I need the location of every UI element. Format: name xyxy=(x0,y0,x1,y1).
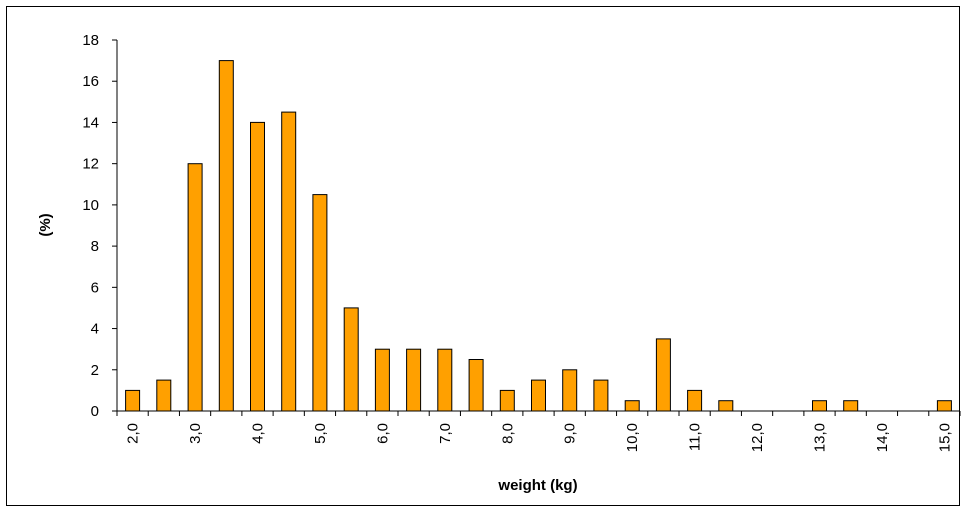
bar-10,0 xyxy=(624,400,640,412)
x-tick-label: 7,0 xyxy=(437,423,454,444)
bars-group xyxy=(125,60,952,412)
bar-4,5 xyxy=(281,111,297,412)
y-tick-label: 8 xyxy=(91,238,99,255)
y-tick-label: 14 xyxy=(82,114,99,131)
x-tick-label: 2,0 xyxy=(125,423,142,444)
bar-4,0 xyxy=(250,121,265,412)
bar-13,0 xyxy=(812,400,827,412)
x-tick-label: 12,0 xyxy=(749,423,766,452)
y-tick-label: 6 xyxy=(91,279,99,296)
x-tick-label: 13,0 xyxy=(812,423,829,452)
x-tick-label: 14,0 xyxy=(874,423,891,452)
axes-group xyxy=(116,40,960,412)
x-ticks-group: 2,0 3,0 4,0 5,0 6,0 7,0 8,0 9,0 10,0 11,0 12,0 13,0… xyxy=(116,411,961,452)
bar-15,0 xyxy=(936,400,952,412)
x-tick-label: 3,0 xyxy=(187,423,204,444)
bar-9,0 xyxy=(562,369,578,412)
bar-6,5 xyxy=(406,348,422,412)
y-tick-label: 10 xyxy=(82,197,99,214)
bar-9,5 xyxy=(593,379,609,412)
y-tick-label: 0 xyxy=(91,403,99,420)
x-tick-label: 4,0 xyxy=(250,423,267,444)
x-tick-label: 9,0 xyxy=(562,423,579,444)
x-tick-label: 11,0 xyxy=(687,423,704,451)
bar-10,5 xyxy=(655,338,671,412)
x-tick-label: 8,0 xyxy=(499,423,516,444)
y-axis-title: (%) xyxy=(37,213,54,236)
y-tick-label: 2 xyxy=(91,362,99,379)
bar-2,0 xyxy=(125,389,141,412)
bar-5,0 xyxy=(312,194,328,412)
bar-3,5 xyxy=(218,60,234,412)
x-tick-label: 5,0 xyxy=(312,423,329,444)
bar-11,5 xyxy=(718,400,734,412)
y-tick-label: 12 xyxy=(82,156,99,173)
y-ticks-group: 0 2 4 6 8 10 12 14 16 18 xyxy=(82,32,117,420)
x-tick-label: 6,0 xyxy=(374,423,391,444)
x-tick-label: 15,0 xyxy=(936,423,953,452)
x-axis-title: weight (kg) xyxy=(497,477,577,494)
y-tick-label: 4 xyxy=(91,321,99,338)
bar-11,0 xyxy=(687,389,703,412)
bar-8,5 xyxy=(531,379,546,412)
y-tick-label: 18 xyxy=(82,32,99,49)
y-tick-label: 16 xyxy=(82,73,99,90)
x-tick-label: 10,0 xyxy=(624,423,641,452)
bar-5,5 xyxy=(343,307,359,412)
bar-7,0 xyxy=(437,348,453,412)
bar-8,0 xyxy=(499,389,515,412)
bar-3,0 xyxy=(187,163,203,412)
chart-frame xyxy=(6,6,960,506)
bar-7,5 xyxy=(468,359,484,412)
bar-2,5 xyxy=(156,379,172,412)
bar-13,5 xyxy=(843,400,859,412)
bar-6,0 xyxy=(374,348,390,412)
